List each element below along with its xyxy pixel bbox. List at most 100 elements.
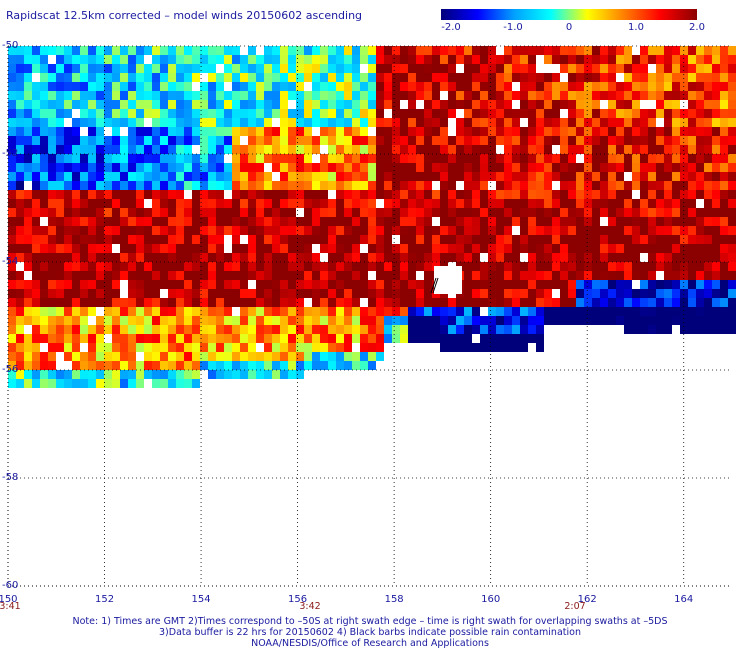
wind-cell — [288, 262, 296, 271]
wind-cell — [328, 199, 336, 208]
wind-cell — [632, 325, 640, 334]
wind-cell — [488, 253, 496, 262]
wind-cell — [64, 235, 72, 244]
wind-cell — [512, 154, 520, 163]
wind-cell — [312, 316, 320, 325]
wind-cell — [400, 145, 408, 154]
wind-cell — [552, 46, 560, 55]
wind-cell — [200, 73, 208, 82]
wind-cell — [104, 127, 112, 136]
wind-cell — [360, 307, 368, 316]
wind-cell — [584, 145, 592, 154]
wind-cell — [496, 316, 504, 325]
wind-cell — [56, 82, 64, 91]
wind-cell — [520, 100, 528, 109]
wind-cell — [656, 64, 664, 73]
wind-cell — [304, 163, 312, 172]
wind-cell — [288, 289, 296, 298]
wind-cell — [584, 316, 592, 325]
wind-cell — [344, 208, 352, 217]
wind-cell — [536, 109, 544, 118]
wind-cell — [512, 334, 520, 343]
wind-cell — [392, 307, 400, 316]
wind-cell — [704, 109, 712, 118]
wind-cell — [216, 100, 224, 109]
wind-cell — [256, 118, 264, 127]
wind-cell — [648, 253, 656, 262]
wind-cell — [424, 217, 432, 226]
wind-cell — [176, 244, 184, 253]
wind-cell — [144, 208, 152, 217]
wind-cell — [248, 343, 256, 352]
wind-cell — [160, 352, 168, 361]
wind-cell — [576, 91, 584, 100]
wind-cell — [128, 352, 136, 361]
wind-cell — [416, 325, 424, 334]
wind-cell — [680, 55, 688, 64]
wind-cell — [312, 226, 320, 235]
wind-cell — [184, 334, 192, 343]
wind-cell — [264, 64, 272, 73]
wind-cell — [64, 217, 72, 226]
wind-cell — [448, 100, 456, 109]
wind-cell — [664, 181, 672, 190]
wind-cell — [8, 145, 16, 154]
wind-cell — [488, 307, 496, 316]
wind-cell — [592, 163, 600, 172]
wind-cell — [240, 109, 248, 118]
wind-cell — [704, 145, 712, 154]
wind-cell — [448, 154, 456, 163]
wind-cell — [240, 271, 248, 280]
wind-cell — [408, 226, 416, 235]
wind-cell — [512, 163, 520, 172]
wind-cell — [520, 325, 528, 334]
wind-cell — [688, 118, 696, 127]
wind-cell — [168, 316, 176, 325]
wind-cell — [440, 154, 448, 163]
wind-cell — [400, 325, 408, 334]
wind-cell — [416, 235, 424, 244]
wind-cell — [224, 343, 232, 352]
wind-cell — [40, 217, 48, 226]
wind-cell — [144, 280, 152, 289]
wind-cell — [40, 325, 48, 334]
wind-cell — [336, 64, 344, 73]
wind-cell — [584, 118, 592, 127]
wind-cell — [296, 334, 304, 343]
wind-cell — [288, 298, 296, 307]
wind-cell — [344, 235, 352, 244]
wind-cell — [336, 199, 344, 208]
wind-cell — [592, 100, 600, 109]
wind-cell — [728, 199, 736, 208]
wind-cell — [200, 208, 208, 217]
wind-cell — [96, 244, 104, 253]
wind-cell — [32, 55, 40, 64]
wind-cell — [280, 343, 288, 352]
wind-cell — [184, 55, 192, 64]
wind-cell — [152, 361, 160, 370]
wind-cell — [592, 46, 600, 55]
wind-cell — [608, 190, 616, 199]
wind-cell — [704, 190, 712, 199]
wind-cell — [256, 226, 264, 235]
wind-cell — [728, 253, 736, 262]
wind-cell — [688, 235, 696, 244]
wind-cell — [688, 172, 696, 181]
wind-cell — [208, 73, 216, 82]
wind-cell — [632, 163, 640, 172]
wind-cell — [48, 307, 56, 316]
wind-cell — [520, 262, 528, 271]
wind-cell — [288, 100, 296, 109]
wind-cell — [192, 298, 200, 307]
wind-cell — [32, 91, 40, 100]
wind-cell — [408, 91, 416, 100]
wind-cell — [496, 334, 504, 343]
wind-cell — [360, 181, 368, 190]
wind-cell — [96, 271, 104, 280]
wind-cell — [496, 127, 504, 136]
wind-cell — [264, 226, 272, 235]
wind-cell — [448, 244, 456, 253]
wind-cell — [576, 64, 584, 73]
wind-cell — [144, 316, 152, 325]
lat-tick-label: -58 — [2, 472, 18, 483]
